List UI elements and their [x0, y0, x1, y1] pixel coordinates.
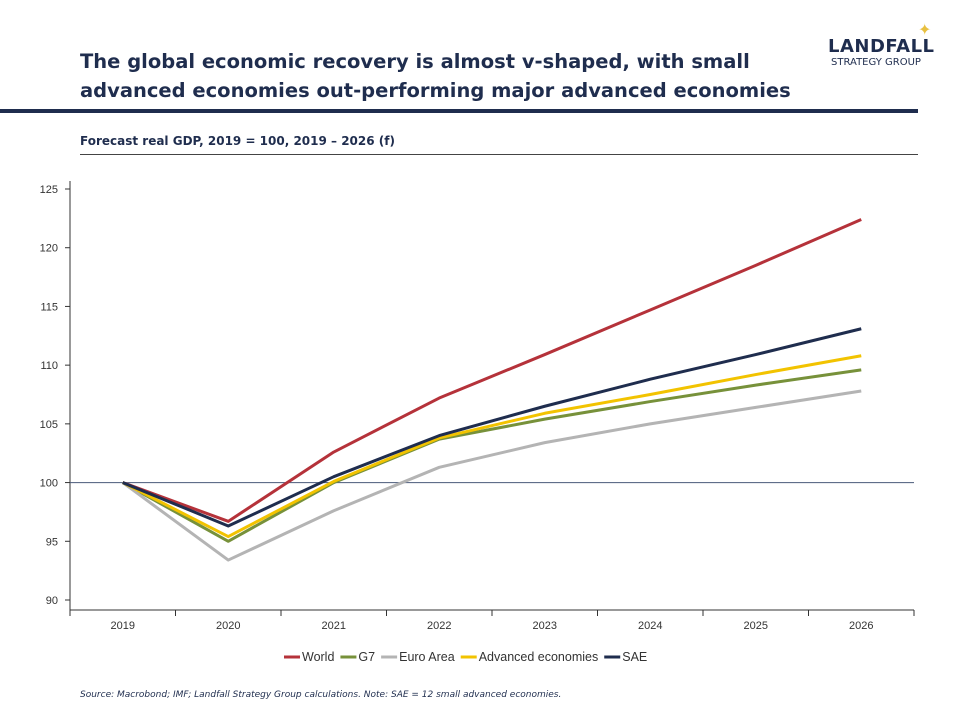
series-line-g7 [122, 368, 862, 543]
source-note: Source: Macrobond; IMF; Landfall Strateg… [80, 690, 562, 700]
x-tick-label: 2024 [638, 620, 662, 632]
y-tick-label: 100 [40, 478, 58, 490]
x-tick-label: 2022 [427, 620, 451, 632]
x-tick-label: 2023 [533, 620, 557, 632]
slide-title: The global economic recovery is almost v… [80, 50, 791, 102]
x-tick-label: 2021 [322, 620, 346, 632]
y-tick-label: 105 [40, 419, 58, 431]
y-tick-label: 95 [46, 536, 58, 548]
y-tick-label: 125 [40, 184, 58, 196]
subtitle-rule [80, 154, 918, 155]
series-line-world [122, 218, 862, 523]
x-tick-label: 2026 [849, 620, 873, 632]
series-line-sae [122, 327, 862, 528]
legend-label-g7: G7 [358, 650, 375, 664]
legend-label-euro-area: Euro Area [399, 650, 455, 664]
logo-line2: STRATEGY GROUP [831, 57, 921, 68]
legend-label-advanced-economies: Advanced economies [479, 650, 599, 664]
x-tick-label: 2020 [216, 620, 240, 632]
y-tick-label: 90 [46, 595, 58, 607]
title-rule [0, 109, 918, 113]
star-icon: ✦ [918, 20, 932, 39]
logo-line1: LANDFALL [828, 36, 935, 57]
x-tick-label: 2019 [111, 620, 135, 632]
x-tick-label: 2025 [744, 620, 768, 632]
legend-label-sae: SAE [622, 650, 647, 664]
chart-title: Forecast real GDP, 2019 = 100, 2019 – 20… [80, 134, 395, 148]
series-line-euro-area [121, 389, 862, 562]
legend-label-world: World [302, 650, 334, 664]
logo: LANDFALL STRATEGY GROUP [828, 36, 935, 68]
y-tick-label: 115 [40, 301, 58, 313]
y-tick-label: 120 [40, 243, 58, 255]
y-tick-label: 110 [40, 360, 58, 372]
series-line-advanced-economies [122, 354, 862, 539]
